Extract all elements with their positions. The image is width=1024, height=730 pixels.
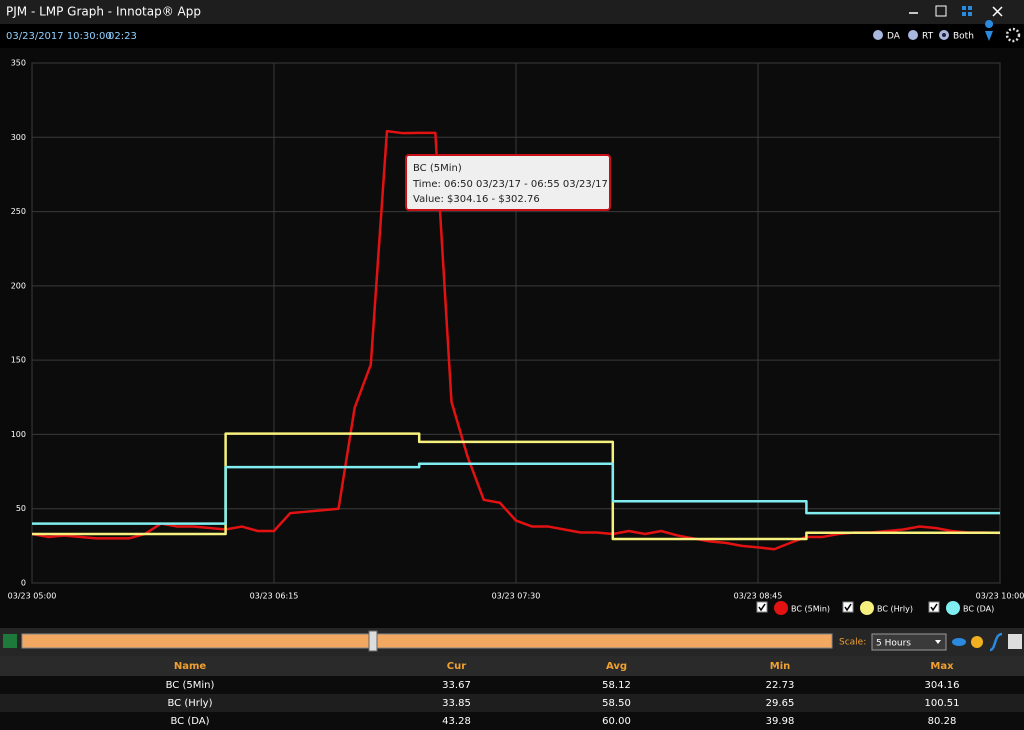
table-row: BC (5Min) 33.67 58.12 22.73 304.16 [0, 676, 1024, 694]
chart: PJM - LMP Graph - Innotap® App 03/23/201… [0, 0, 1024, 615]
x-tick-label: 03/23 06:15 [250, 592, 299, 601]
cell: 43.28 [380, 712, 533, 730]
title-bar [0, 0, 1024, 24]
y-tick-label: 250 [11, 207, 26, 216]
slider-thumb[interactable] [368, 630, 378, 652]
tooltip-title: BC (5Min) [413, 163, 462, 174]
cell: BC (DA) [0, 712, 380, 730]
column-header: Min [700, 656, 860, 676]
mode-label: Both [953, 32, 974, 42]
scale-label: Scale: [839, 638, 866, 648]
dropdown-arrow [935, 640, 941, 644]
x-tick-label: 03/23 10:00 [976, 592, 1024, 601]
time-slider[interactable] [21, 633, 833, 649]
radio-rt[interactable] [908, 30, 918, 40]
cell: 33.85 [380, 694, 533, 712]
close-button[interactable] [992, 6, 1003, 17]
mode-label: RT [922, 32, 934, 42]
x-tick-label: 03/23 07:30 [492, 592, 541, 601]
legend-swatch [946, 601, 960, 615]
excel-button[interactable] [3, 634, 17, 648]
cell: 100.51 [860, 694, 1024, 712]
header-row: Name Cur Avg Min Max [0, 656, 1024, 676]
table-row: BC (DA) 43.28 60.00 39.98 80.28 [0, 712, 1024, 730]
y-tick-label: 50 [16, 504, 26, 513]
legend-label: BC (5Min) [791, 605, 830, 614]
cell: 39.98 [700, 712, 860, 730]
column-header: Avg [533, 656, 700, 676]
y-tick-label: 100 [11, 430, 26, 439]
cell: 29.65 [700, 694, 860, 712]
tile-button[interactable] [962, 6, 972, 16]
y-tick-label: 200 [11, 281, 26, 290]
column-header: Max [860, 656, 1024, 676]
pin-button[interactable] [985, 20, 994, 41]
x-tick-label: 03/23 05:00 [8, 592, 57, 601]
legend-label: BC (DA) [963, 605, 994, 614]
controls: Scale: 5 Hours [3, 630, 1022, 652]
checkmark [930, 603, 938, 612]
legend-swatch [860, 601, 874, 615]
tooltip-box [405, 154, 611, 211]
column-header: Name [0, 656, 380, 676]
area-button[interactable] [1008, 634, 1022, 649]
y-tick-label: 150 [11, 356, 26, 365]
y-tick-label: 300 [11, 133, 26, 142]
legend-label: BC (Hrly) [877, 605, 913, 614]
scale-value: 5 Hours [876, 639, 911, 649]
elapsed-time: 02:23 [108, 31, 137, 42]
tooltip: BC (5Min) Time: 06:50 03/23/17 - 06:55 0… [405, 154, 611, 211]
cell: 60.00 [533, 712, 700, 730]
x-tick-label: 03/23 08:45 [734, 592, 783, 601]
radio-da[interactable] [873, 30, 883, 40]
mode-label: DA [887, 32, 901, 42]
table: Name Cur Avg Min Max BC (5Min) 33.67 58.12… [0, 656, 1024, 730]
column-header: Cur [380, 656, 533, 676]
maximize-button[interactable] [935, 5, 947, 17]
y-tick-label: 0 [21, 579, 26, 588]
legend-swatch [774, 601, 788, 615]
cell: 80.28 [860, 712, 1024, 730]
series-line [32, 462, 1000, 525]
tooltip-value: Value: $304.16 - $302.76 [413, 194, 540, 205]
view-button[interactable] [952, 638, 966, 646]
checkmark [844, 603, 852, 612]
radio-dot [942, 33, 946, 37]
cell: 58.12 [533, 676, 700, 694]
checkmark [758, 603, 766, 612]
legend-checkbox [756, 601, 768, 613]
cell: 33.67 [380, 676, 533, 694]
cell: 58.50 [533, 694, 700, 712]
window-title: PJM - LMP Graph - Innotap® App [6, 5, 201, 19]
series-line [31, 129, 1001, 551]
cell: 22.73 [700, 676, 860, 694]
current-datetime: 03/23/2017 10:30:00 [6, 31, 112, 42]
settings-button[interactable] [1005, 27, 1021, 43]
tooltip-time: Time: 06:50 03/23/17 - 06:55 03/23/17 [412, 179, 608, 190]
legend-checkbox [842, 601, 854, 613]
cell: BC (5Min) [0, 676, 380, 694]
cell: 304.16 [860, 676, 1024, 694]
smooth-button[interactable] [989, 632, 1003, 652]
y-tick-label: 350 [11, 59, 26, 68]
scale-dropdown[interactable] [871, 633, 947, 651]
cell: BC (Hrly) [0, 694, 380, 712]
legend-checkbox [928, 601, 940, 613]
table-row: BC (Hrly) 33.85 58.50 29.65 100.51 [0, 694, 1024, 712]
control-bar: Scale: 5 Hours [0, 628, 1024, 656]
summary-table: Name Cur Avg Min Max BC (5Min) 33.67 58.12… [0, 656, 1024, 730]
highlight-button[interactable] [971, 636, 983, 648]
